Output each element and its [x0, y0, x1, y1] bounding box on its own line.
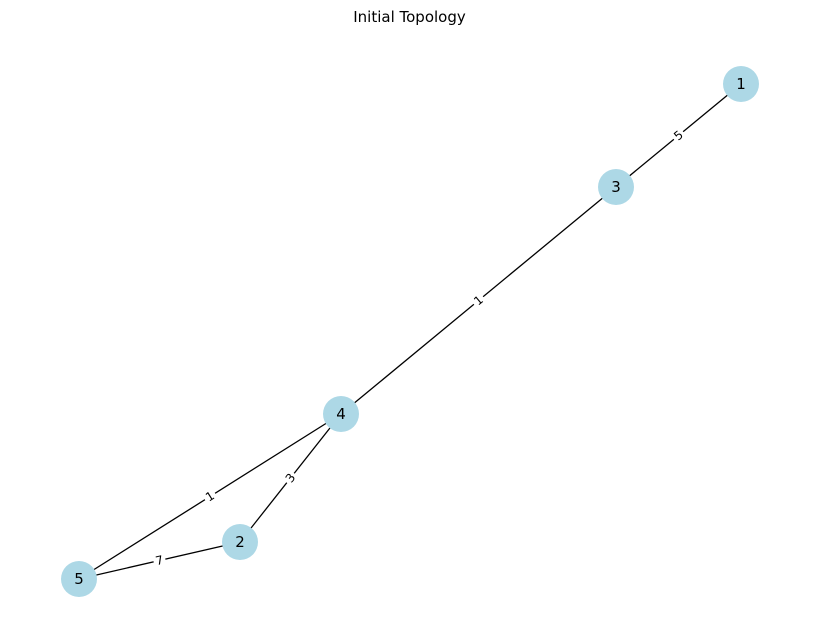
node-1: 1	[723, 66, 759, 102]
diagram-title: Initial Topology	[353, 8, 466, 26]
node-5: 5	[61, 561, 97, 597]
node-circle	[323, 396, 359, 432]
edge-weight-label: 7	[154, 553, 165, 568]
edge-weight-background	[151, 551, 168, 570]
edge-weight-background	[668, 125, 689, 146]
node-2: 2	[222, 524, 258, 560]
edge-weight-background	[280, 468, 301, 488]
edge-weight-1-3: 5	[668, 125, 689, 146]
node-circle	[61, 561, 97, 597]
edge-weight-4-2: 3	[280, 468, 301, 488]
node-3: 3	[598, 169, 634, 205]
edge-weight-3-4: 1	[468, 290, 489, 311]
edge-labels-layer: 5 1 1 3 7	[151, 125, 689, 570]
node-label: 5	[74, 570, 84, 588]
node-4: 4	[323, 396, 359, 432]
node-circle	[598, 169, 634, 205]
nodes-layer: 1 3 4 2 5	[61, 66, 759, 597]
node-circle	[723, 66, 759, 102]
node-label: 2	[235, 533, 245, 551]
edge-weight-background	[468, 290, 489, 311]
node-label: 1	[736, 75, 746, 93]
edge-weight-4-5: 1	[200, 486, 220, 507]
node-label: 4	[336, 405, 346, 423]
node-circle	[222, 524, 258, 560]
edge-weight-5-2: 7	[151, 551, 168, 570]
edge-weight-background	[200, 486, 220, 507]
edges-layer	[78, 83, 742, 580]
node-label: 3	[611, 178, 621, 196]
